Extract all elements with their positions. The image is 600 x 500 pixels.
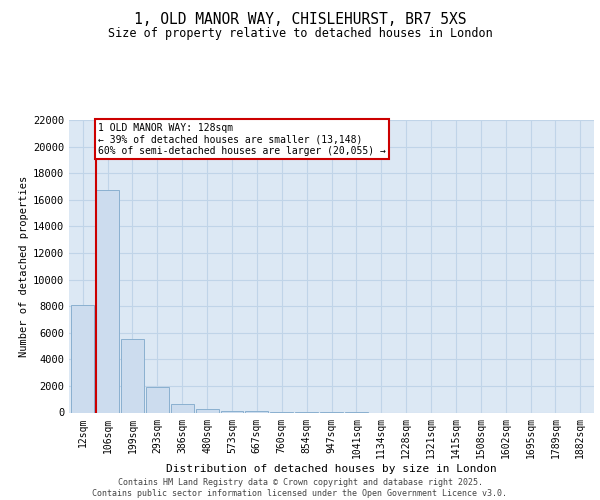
Text: Contains HM Land Registry data © Crown copyright and database right 2025.
Contai: Contains HM Land Registry data © Crown c… xyxy=(92,478,508,498)
Bar xyxy=(71,305,94,412)
Bar xyxy=(196,408,218,412)
Bar xyxy=(171,404,194,412)
Bar xyxy=(146,387,169,412)
Bar xyxy=(96,190,119,412)
Text: 1 OLD MANOR WAY: 128sqm
← 39% of detached houses are smaller (13,148)
60% of sem: 1 OLD MANOR WAY: 128sqm ← 39% of detache… xyxy=(98,122,386,156)
Text: 1, OLD MANOR WAY, CHISLEHURST, BR7 5XS: 1, OLD MANOR WAY, CHISLEHURST, BR7 5XS xyxy=(134,12,466,28)
Y-axis label: Number of detached properties: Number of detached properties xyxy=(19,176,29,357)
Text: Size of property relative to detached houses in London: Size of property relative to detached ho… xyxy=(107,26,493,40)
Bar xyxy=(221,410,244,412)
Bar xyxy=(121,340,144,412)
Bar xyxy=(245,411,268,412)
X-axis label: Distribution of detached houses by size in London: Distribution of detached houses by size … xyxy=(166,464,497,474)
